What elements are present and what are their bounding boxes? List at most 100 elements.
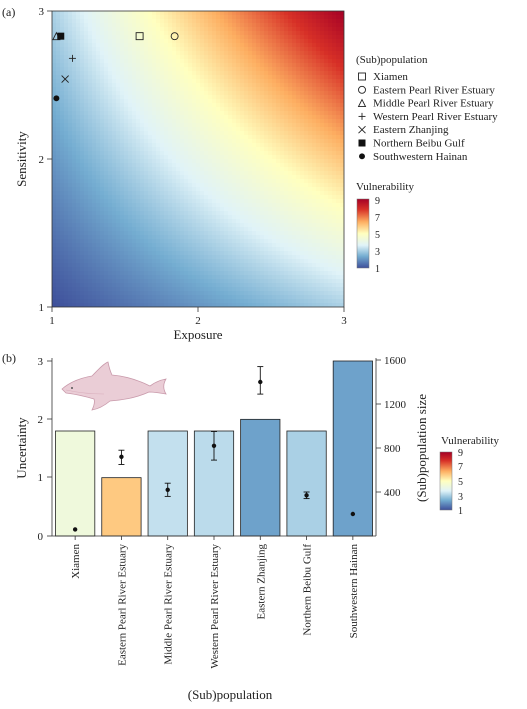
heatmap-cell bbox=[216, 263, 221, 268]
heatmap-cell bbox=[88, 199, 93, 204]
heatmap-cell bbox=[264, 79, 269, 84]
heatmap-cell bbox=[184, 35, 189, 40]
heatmap-cell bbox=[308, 75, 313, 80]
heatmap-cell bbox=[164, 15, 169, 20]
heatmap-cell bbox=[232, 287, 237, 292]
heatmap-cell bbox=[192, 111, 197, 116]
heatmap-cell bbox=[72, 15, 77, 20]
heatmap-cell bbox=[204, 291, 209, 296]
heatmap-cell bbox=[236, 259, 241, 264]
heatmap-cell bbox=[184, 143, 189, 148]
heatmap-cell bbox=[308, 271, 313, 276]
heatmap-cell bbox=[56, 175, 61, 180]
heatmap-cell bbox=[196, 151, 201, 156]
heatmap-cell bbox=[272, 195, 277, 200]
heatmap-cell bbox=[216, 267, 221, 272]
heatmap-cell bbox=[172, 211, 177, 216]
heatmap-cell bbox=[140, 247, 145, 252]
heatmap-cell bbox=[164, 31, 169, 36]
heatmap-cell bbox=[176, 275, 181, 280]
heatmap-cell bbox=[104, 203, 109, 208]
heatmap-cell bbox=[308, 83, 313, 88]
heatmap-cell bbox=[304, 35, 309, 40]
heatmap-cell bbox=[272, 35, 277, 40]
heatmap-cell bbox=[252, 235, 257, 240]
heatmap-cell bbox=[152, 139, 157, 144]
heatmap-cell bbox=[188, 135, 193, 140]
heatmap-cell bbox=[216, 123, 221, 128]
heatmap-cell bbox=[200, 59, 205, 64]
heatmap-cell bbox=[296, 191, 301, 196]
heatmap-cell bbox=[312, 111, 317, 116]
heatmap-cell bbox=[244, 135, 249, 140]
heatmap-cell bbox=[292, 103, 297, 108]
heatmap-cell bbox=[308, 299, 313, 304]
heatmap-cell bbox=[248, 107, 253, 112]
heatmap-cell bbox=[244, 203, 249, 208]
heatmap-cell bbox=[260, 183, 265, 188]
heatmap-cell bbox=[216, 35, 221, 40]
heatmap-cell bbox=[208, 163, 213, 168]
heatmap-cell bbox=[220, 39, 225, 44]
heatmap-cell bbox=[152, 135, 157, 140]
heatmap-cell bbox=[192, 211, 197, 216]
heatmap-cell bbox=[60, 71, 65, 76]
heatmap-cell bbox=[244, 251, 249, 256]
heatmap-cell bbox=[168, 139, 173, 144]
heatmap-cell bbox=[72, 31, 77, 36]
heatmap-cell bbox=[264, 87, 269, 92]
heatmap-cell bbox=[212, 203, 217, 208]
heatmap-cell bbox=[300, 175, 305, 180]
heatmap-cell bbox=[176, 107, 181, 112]
heatmap-cell bbox=[248, 143, 253, 148]
heatmap-cell bbox=[68, 63, 73, 68]
heatmap-cell bbox=[240, 203, 245, 208]
heatmap-cell bbox=[312, 259, 317, 264]
heatmap-cell bbox=[216, 87, 221, 92]
heatmap-cell bbox=[72, 211, 77, 216]
heatmap-cell bbox=[256, 39, 261, 44]
heatmap-cell bbox=[144, 23, 149, 28]
heatmap-cell bbox=[68, 187, 73, 192]
heatmap-cell bbox=[236, 175, 241, 180]
heatmap-cell bbox=[292, 175, 297, 180]
heatmap-cell bbox=[168, 75, 173, 80]
heatmap-cell bbox=[84, 167, 89, 172]
heatmap-cell bbox=[140, 91, 145, 96]
heatmap-cell bbox=[244, 119, 249, 124]
heatmap-cell bbox=[168, 195, 173, 200]
heatmap-cell bbox=[60, 19, 65, 24]
heatmap-cell bbox=[284, 211, 289, 216]
heatmap-cell bbox=[228, 15, 233, 20]
heatmap-cell bbox=[280, 95, 285, 100]
heatmap-cell bbox=[180, 99, 185, 104]
heatmap-cell bbox=[60, 211, 65, 216]
heatmap-cell bbox=[220, 75, 225, 80]
heatmap-cell bbox=[256, 55, 261, 60]
heatmap-cell bbox=[312, 55, 317, 60]
heatmap-cell bbox=[104, 63, 109, 68]
heatmap-cell bbox=[272, 191, 277, 196]
heatmap-cell bbox=[252, 155, 257, 160]
heatmap-cell bbox=[180, 11, 185, 16]
heatmap-cell bbox=[276, 235, 281, 240]
heatmap-cell bbox=[188, 291, 193, 296]
heatmap-cell bbox=[168, 155, 173, 160]
heatmap-cell bbox=[72, 95, 77, 100]
heatmap-cell bbox=[60, 67, 65, 72]
heatmap-cell bbox=[60, 187, 65, 192]
heatmap-cell bbox=[108, 39, 113, 44]
heatmap-cell bbox=[52, 111, 57, 116]
heatmap-cell bbox=[296, 183, 301, 188]
heatmap-cell bbox=[264, 55, 269, 60]
heatmap-cell bbox=[120, 51, 125, 56]
heatmap-cell bbox=[92, 95, 97, 100]
heatmap-cell bbox=[256, 131, 261, 136]
heatmap-cell bbox=[296, 147, 301, 152]
heatmap-cell bbox=[236, 163, 241, 168]
heatmap-cell bbox=[264, 151, 269, 156]
heatmap-cell bbox=[128, 91, 133, 96]
heatmap-cell bbox=[168, 123, 173, 128]
heatmap-cell bbox=[180, 267, 185, 272]
heatmap-cell bbox=[280, 299, 285, 304]
